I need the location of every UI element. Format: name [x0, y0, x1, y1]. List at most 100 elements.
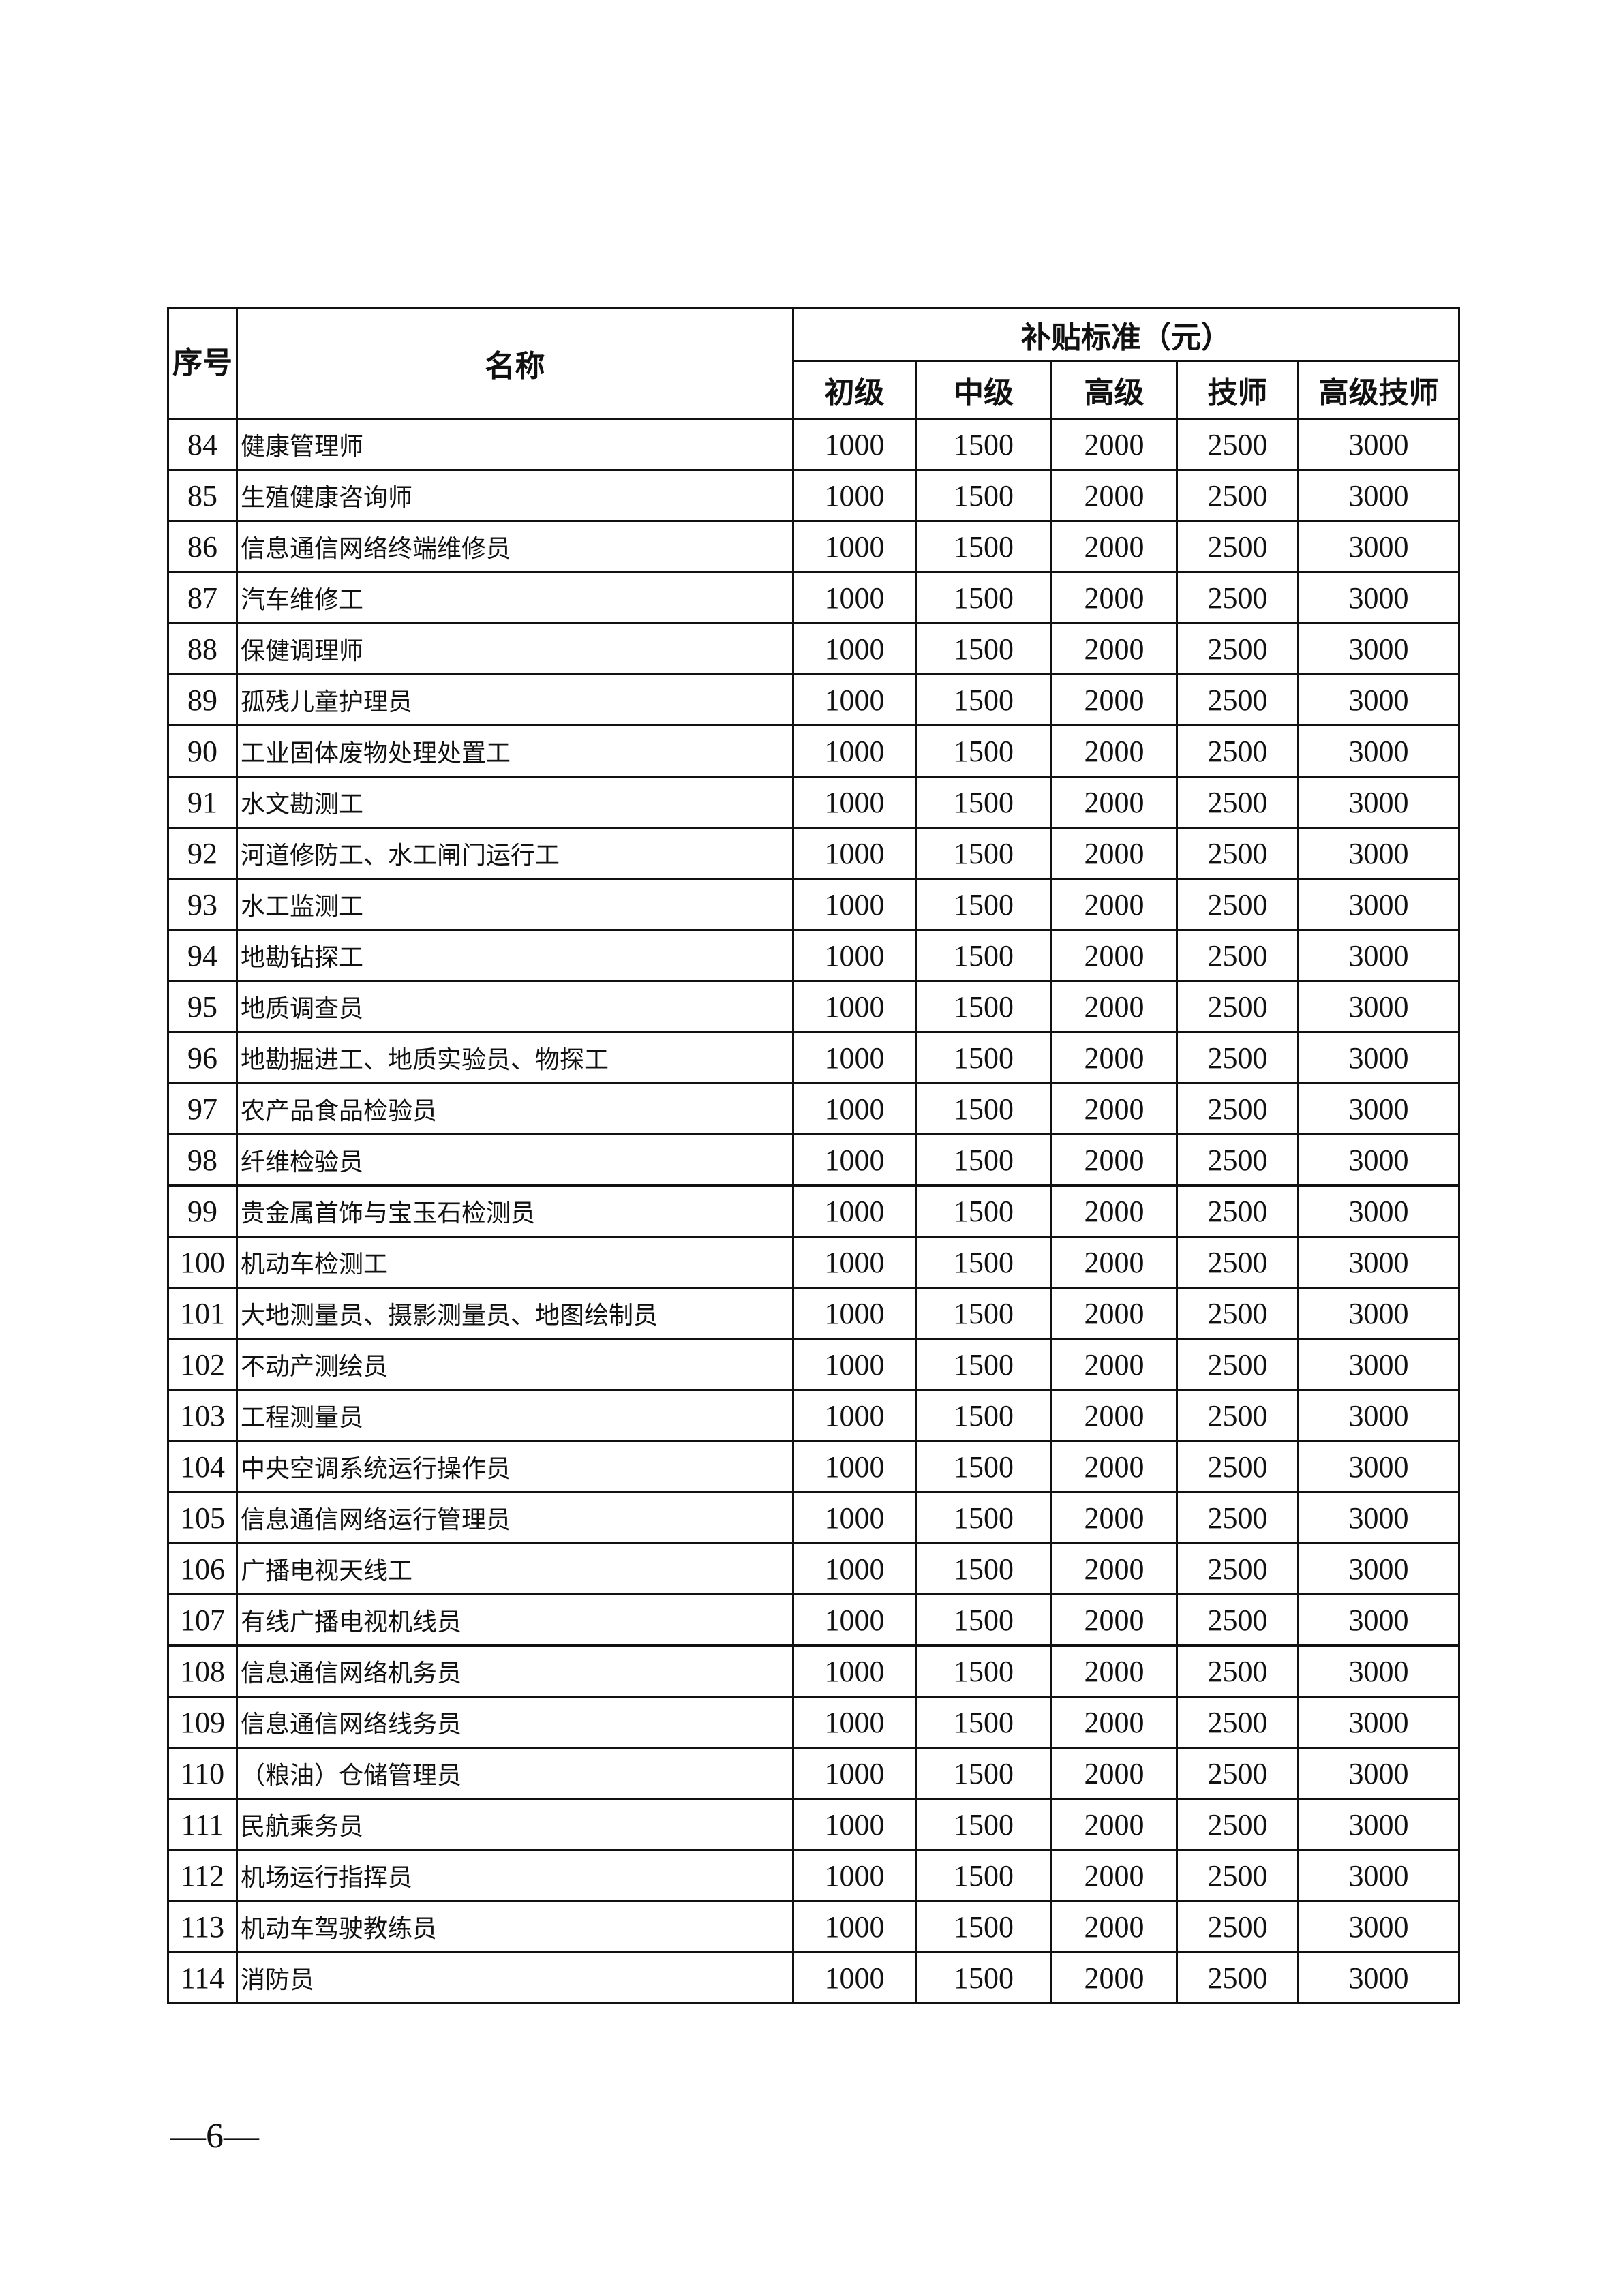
cell-senior-technician: 3000	[1296, 1082, 1461, 1135]
cell-junior: 1000	[792, 1849, 917, 1902]
cell-seq: 96	[167, 1031, 238, 1084]
table-row: 112 机场运行指挥员 1000 1500 2000 2500 3000	[167, 1849, 1461, 1902]
cell-senior-technician: 3000	[1296, 724, 1461, 778]
cell-junior: 1000	[792, 1338, 917, 1391]
cell-seq: 113	[167, 1900, 238, 1953]
cell-seq: 86	[167, 520, 238, 573]
cell-seq: 89	[167, 673, 238, 726]
table-row: 88 保健调理师 1000 1500 2000 2500 3000	[167, 622, 1461, 675]
cell-seq: 111	[167, 1798, 238, 1851]
cell-name: 地勘钻探工	[236, 929, 794, 982]
cell-seq: 87	[167, 571, 238, 624]
cell-senior-technician: 3000	[1296, 1951, 1461, 2004]
cell-name: 有线广播电视机线员	[236, 1593, 794, 1647]
cell-intermediate: 1500	[915, 571, 1052, 624]
cell-technician: 2500	[1176, 1951, 1299, 2004]
cell-seq: 106	[167, 1542, 238, 1595]
header-name: 名称	[236, 307, 794, 420]
cell-technician: 2500	[1176, 1184, 1299, 1238]
cell-junior: 1000	[792, 1389, 917, 1442]
cell-senior: 2000	[1050, 1849, 1178, 1902]
cell-junior: 1000	[792, 1236, 917, 1289]
cell-junior: 1000	[792, 1133, 917, 1187]
cell-senior: 2000	[1050, 1747, 1178, 1800]
cell-senior-technician: 3000	[1296, 1287, 1461, 1340]
cell-technician: 2500	[1176, 520, 1299, 573]
cell-junior: 1000	[792, 418, 917, 471]
cell-junior: 1000	[792, 1082, 917, 1135]
cell-senior: 2000	[1050, 1593, 1178, 1647]
cell-name: 汽车维修工	[236, 571, 794, 624]
cell-technician: 2500	[1176, 1644, 1299, 1698]
table-row: 97 农产品食品检验员 1000 1500 2000 2500 3000	[167, 1082, 1461, 1135]
table-row: 94 地勘钻探工 1000 1500 2000 2500 3000	[167, 929, 1461, 982]
cell-senior: 2000	[1050, 1287, 1178, 1340]
cell-technician: 2500	[1176, 1542, 1299, 1595]
cell-seq: 84	[167, 418, 238, 471]
cell-seq: 85	[167, 469, 238, 522]
cell-intermediate: 1500	[915, 1644, 1052, 1698]
cell-senior-technician: 3000	[1296, 622, 1461, 675]
cell-intermediate: 1500	[915, 1338, 1052, 1391]
cell-senior-technician: 3000	[1296, 1440, 1461, 1493]
cell-seq: 98	[167, 1133, 238, 1187]
cell-senior-technician: 3000	[1296, 1798, 1461, 1851]
cell-junior: 1000	[792, 1184, 917, 1238]
cell-seq: 92	[167, 827, 238, 880]
cell-senior: 2000	[1050, 1031, 1178, 1084]
table-row: 110 （粮油）仓储管理员 1000 1500 2000 2500 3000	[167, 1747, 1461, 1800]
cell-name: 广播电视天线工	[236, 1542, 794, 1595]
cell-intermediate: 1500	[915, 1593, 1052, 1647]
cell-junior: 1000	[792, 1491, 917, 1544]
cell-technician: 2500	[1176, 1338, 1299, 1391]
cell-senior-technician: 3000	[1296, 1696, 1461, 1749]
cell-name: 民航乘务员	[236, 1798, 794, 1851]
cell-senior-technician: 3000	[1296, 827, 1461, 880]
cell-name: 机动车检测工	[236, 1236, 794, 1289]
cell-intermediate: 1500	[915, 418, 1052, 471]
table-row: 104 中央空调系统运行操作员 1000 1500 2000 2500 3000	[167, 1440, 1461, 1493]
cell-senior-technician: 3000	[1296, 1644, 1461, 1698]
table-row: 92 河道修防工、水工闸门运行工 1000 1500 2000 2500 3000	[167, 827, 1461, 880]
table-row: 93 水工监测工 1000 1500 2000 2500 3000	[167, 878, 1461, 931]
cell-name: 水工监测工	[236, 878, 794, 931]
cell-name: 大地测量员、摄影测量员、地图绘制员	[236, 1287, 794, 1340]
cell-seq: 94	[167, 929, 238, 982]
cell-senior-technician: 3000	[1296, 1236, 1461, 1289]
cell-intermediate: 1500	[915, 827, 1052, 880]
table-row: 100 机动车检测工 1000 1500 2000 2500 3000	[167, 1236, 1461, 1289]
cell-junior: 1000	[792, 878, 917, 931]
cell-technician: 2500	[1176, 724, 1299, 778]
cell-senior-technician: 3000	[1296, 1389, 1461, 1442]
cell-junior: 1000	[792, 469, 917, 522]
table-row: 105 信息通信网络运行管理员 1000 1500 2000 2500 3000	[167, 1491, 1461, 1544]
cell-senior-technician: 3000	[1296, 980, 1461, 1033]
table-row: 86 信息通信网络终端维修员 1000 1500 2000 2500 3000	[167, 520, 1461, 573]
cell-senior-technician: 3000	[1296, 673, 1461, 726]
cell-junior: 1000	[792, 1031, 917, 1084]
cell-junior: 1000	[792, 571, 917, 624]
table-row: 102 不动产测绘员 1000 1500 2000 2500 3000	[167, 1338, 1461, 1391]
cell-seq: 99	[167, 1184, 238, 1238]
cell-senior: 2000	[1050, 980, 1178, 1033]
cell-name: 贵金属首饰与宝玉石检测员	[236, 1184, 794, 1238]
cell-name: 孤残儿童护理员	[236, 673, 794, 726]
cell-technician: 2500	[1176, 1900, 1299, 1953]
cell-intermediate: 1500	[915, 980, 1052, 1033]
table-row: 90 工业固体废物处理处置工 1000 1500 2000 2500 3000	[167, 724, 1461, 778]
cell-technician: 2500	[1176, 878, 1299, 931]
header-subsidy-standard: 补贴标准（元）	[791, 307, 1461, 362]
cell-senior: 2000	[1050, 1798, 1178, 1851]
cell-senior: 2000	[1050, 1082, 1178, 1135]
cell-junior: 1000	[792, 673, 917, 726]
cell-seq: 105	[167, 1491, 238, 1544]
cell-senior: 2000	[1050, 1491, 1178, 1544]
cell-senior: 2000	[1050, 469, 1178, 522]
cell-technician: 2500	[1176, 1440, 1299, 1493]
cell-senior: 2000	[1050, 1951, 1178, 2004]
cell-intermediate: 1500	[915, 1082, 1052, 1135]
cell-senior: 2000	[1050, 1696, 1178, 1749]
cell-name: 工业固体废物处理处置工	[236, 724, 794, 778]
table-row: 89 孤残儿童护理员 1000 1500 2000 2500 3000	[167, 673, 1461, 726]
cell-intermediate: 1500	[915, 878, 1052, 931]
